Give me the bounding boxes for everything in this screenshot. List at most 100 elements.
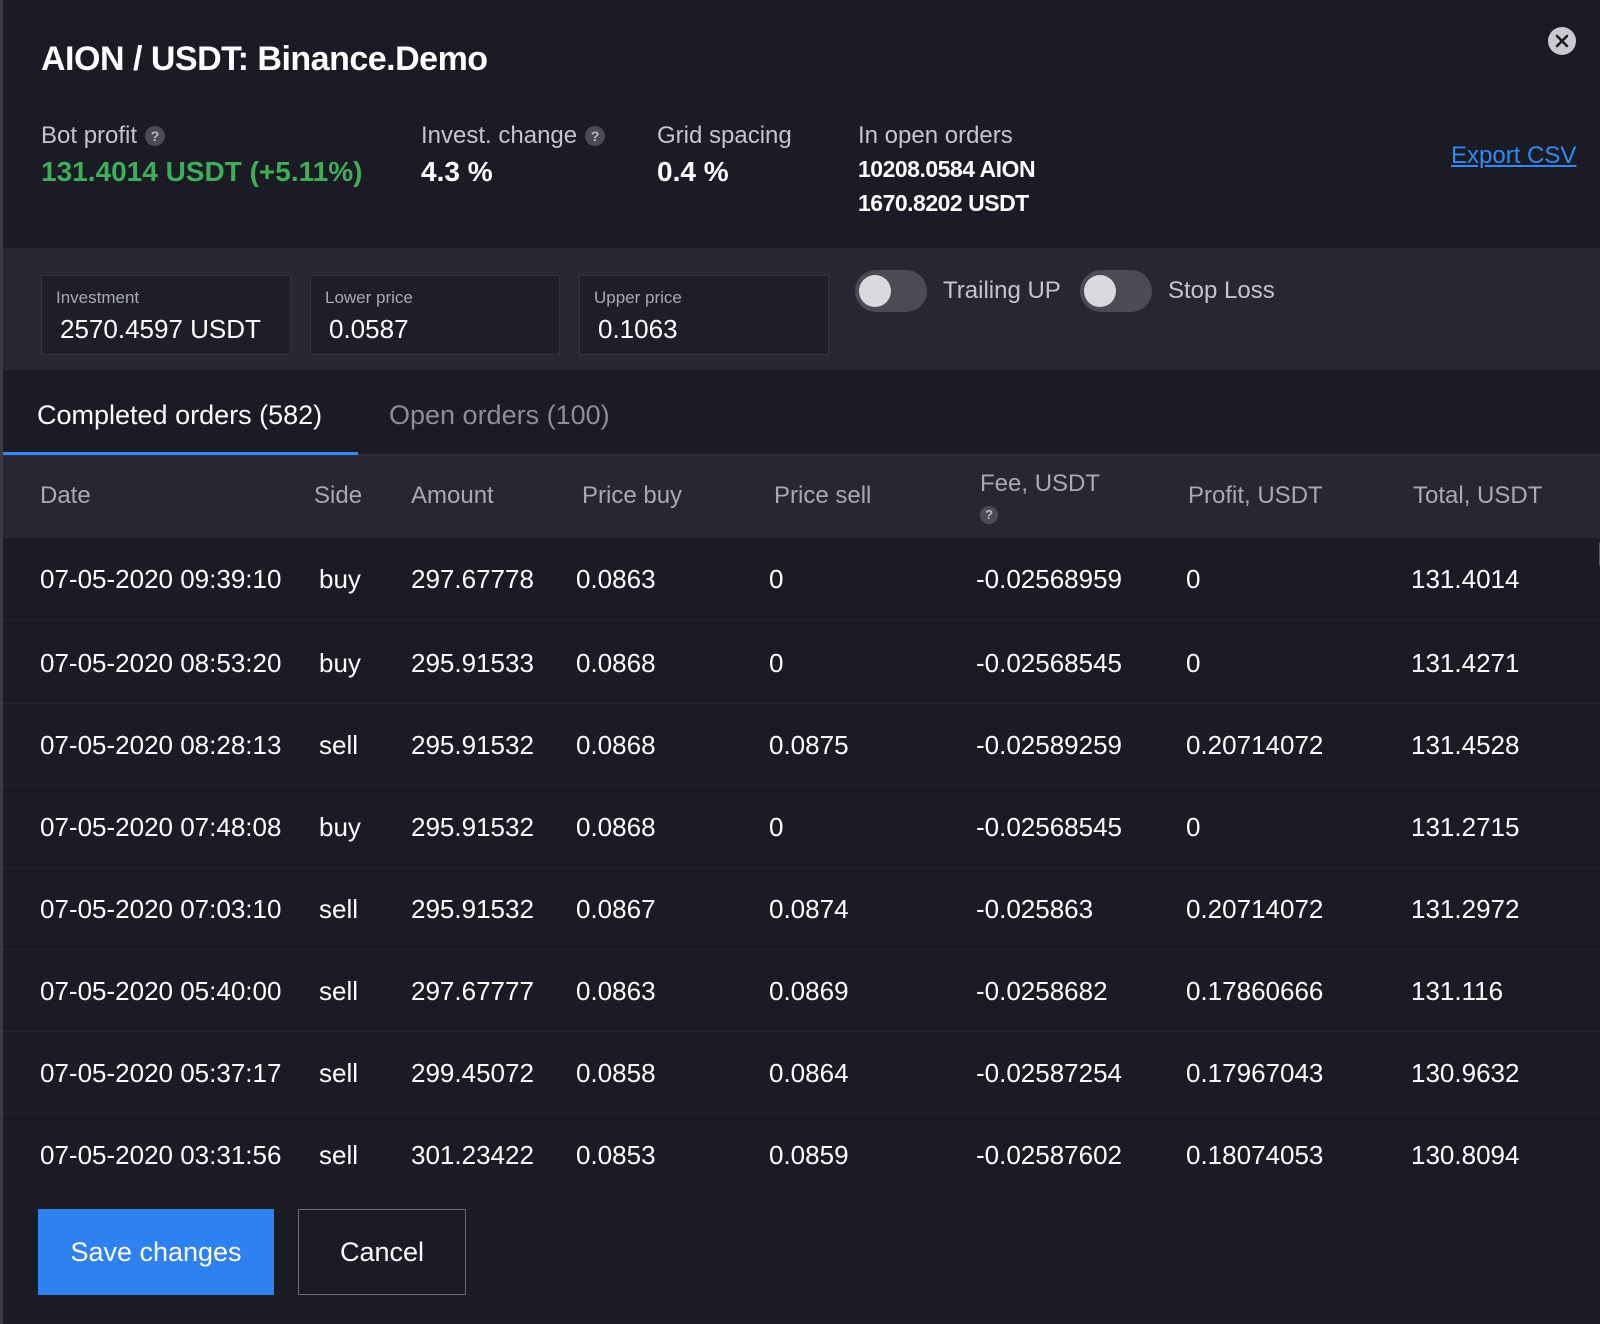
- cell-side: sell: [319, 1058, 359, 1088]
- cell-date: 07-05-2020 03:31:56: [40, 1140, 282, 1170]
- investment-label: Investment: [56, 288, 140, 307]
- cell-price-sell: 0.0864: [769, 1058, 849, 1088]
- cell-total: 131.4271: [1411, 648, 1520, 678]
- grid-spacing-value: 0.4 %: [657, 156, 729, 187]
- cell-total: 131.4014: [1411, 564, 1520, 594]
- bot-profit-value: 131.4014 USDT (+5.11%): [41, 156, 363, 187]
- stat-bot-profit: Bot profit ? 131.4014 USDT (+5.11%): [41, 122, 362, 188]
- table-row: 07-05-2020 05:37:17 sell 299.45072 0.0858 0.…: [3, 1032, 1600, 1114]
- invest-change-value: 4.3 %: [421, 156, 493, 187]
- cell-price-sell: 0.0869: [769, 976, 849, 1006]
- tab-completed-orders[interactable]: Completed orders (582): [37, 400, 323, 430]
- cell-date: 07-05-2020 09:39:10: [40, 564, 282, 594]
- orders-table-body: 07-05-2020 09:39:10 buy 297.67778 0.0863 0 -0…: [3, 538, 1600, 1188]
- lower-price-value: 0.0587: [329, 314, 409, 344]
- column-header-fee[interactable]: Fee, USDT ?: [980, 470, 1100, 526]
- column-header-amount[interactable]: Amount: [411, 482, 494, 509]
- cell-date: 07-05-2020 05:37:17: [40, 1058, 282, 1088]
- cell-total: 131.4528: [1411, 730, 1520, 760]
- cell-amount: 295.91533: [411, 648, 534, 678]
- cell-amount: 297.67778: [411, 564, 534, 594]
- cell-amount: 295.91532: [411, 812, 534, 842]
- table-row: 07-05-2020 07:03:10 sell 295.91532 0.0867 0.…: [3, 868, 1600, 950]
- close-icon: [1555, 34, 1569, 48]
- cell-price-buy: 0.0868: [576, 730, 656, 760]
- save-changes-button[interactable]: Save changes: [38, 1209, 274, 1295]
- cell-price-buy: 0.0868: [576, 812, 656, 842]
- table-row: 07-05-2020 05:40:00 sell 297.67777 0.0863 0.…: [3, 950, 1600, 1032]
- cell-amount: 299.45072: [411, 1058, 534, 1088]
- help-icon[interactable]: ?: [585, 126, 606, 146]
- cell-profit: 0.20714072: [1186, 894, 1324, 924]
- trailing-up-toggle[interactable]: [855, 270, 927, 312]
- column-header-profit[interactable]: Profit, USDT: [1188, 482, 1323, 509]
- modal-header: AION / USDT: Binance.Demo Bot profit ? 1…: [3, 0, 1600, 248]
- cell-profit: 0.20714072: [1186, 730, 1324, 760]
- help-icon[interactable]: ?: [145, 126, 166, 146]
- cell-profit: 0.18074053: [1186, 1140, 1324, 1170]
- help-icon[interactable]: ?: [980, 506, 998, 524]
- column-header-date[interactable]: Date: [40, 482, 91, 509]
- cell-amount: 301.23422: [411, 1140, 534, 1170]
- open-orders-label: In open orders: [858, 122, 1013, 149]
- cell-date: 07-05-2020 08:28:13: [40, 730, 282, 760]
- column-header-price-buy[interactable]: Price buy: [582, 482, 683, 509]
- investment-value: 2570.4597 USDT: [60, 314, 261, 344]
- cell-date: 07-05-2020 07:03:10: [40, 894, 282, 924]
- cell-side: buy: [319, 564, 361, 594]
- trailing-up-control: Trailing UP: [855, 270, 1061, 312]
- stop-loss-label: Stop Loss: [1168, 277, 1275, 304]
- stat-invest-change: Invest. change ? 4.3 %: [421, 122, 606, 188]
- upper-price-value: 0.1063: [598, 314, 678, 344]
- stop-loss-toggle[interactable]: [1080, 270, 1152, 312]
- cell-amount: 295.91532: [411, 894, 534, 924]
- cell-fee: -0.02587254: [976, 1058, 1123, 1088]
- cell-side: buy: [319, 648, 361, 678]
- cell-total: 131.2972: [1411, 894, 1520, 924]
- trailing-up-label: Trailing UP: [943, 277, 1061, 304]
- cancel-button[interactable]: Cancel: [298, 1209, 466, 1295]
- stop-loss-control: Stop Loss: [1080, 270, 1275, 312]
- lower-price-label: Lower price: [325, 288, 413, 307]
- cell-side: buy: [319, 812, 361, 842]
- cell-price-buy: 0.0858: [576, 1058, 656, 1088]
- table-row: 07-05-2020 09:39:10 buy 297.67778 0.0863 0 -0…: [3, 538, 1600, 620]
- column-header-total[interactable]: Total, USDT: [1413, 482, 1543, 509]
- cell-price-sell: 0: [769, 648, 784, 678]
- cell-price-buy: 0.0863: [576, 976, 656, 1006]
- cell-fee: -0.02568959: [976, 564, 1123, 594]
- cell-fee: -0.0258682: [976, 976, 1108, 1006]
- cell-price-sell: 0: [769, 564, 784, 594]
- upper-price-label: Upper price: [594, 288, 682, 307]
- table-row: 07-05-2020 07:48:08 buy 295.91532 0.0868 0 -0…: [3, 786, 1600, 868]
- cell-amount: 295.91532: [411, 730, 534, 760]
- cell-price-sell: 0.0875: [769, 730, 849, 760]
- tab-open-orders[interactable]: Open orders (100): [389, 400, 610, 430]
- cell-price-buy: 0.0867: [576, 894, 656, 924]
- cell-price-sell: 0.0874: [769, 894, 849, 924]
- cell-profit: 0: [1186, 812, 1201, 842]
- table-header: Date Side Amount Price buy Price sell Fe…: [3, 456, 1600, 538]
- active-tab-indicator: [3, 452, 358, 455]
- cell-profit: 0.17860666: [1186, 976, 1324, 1006]
- lower-price-field[interactable]: Lower price 0.0587: [310, 275, 560, 355]
- column-header-price-sell[interactable]: Price sell: [774, 482, 872, 509]
- cell-profit: 0.17967043: [1186, 1058, 1324, 1088]
- cell-side: sell: [319, 1140, 359, 1170]
- cell-total: 130.9632: [1411, 1058, 1520, 1088]
- toggle-knob: [859, 275, 891, 307]
- settings-panel: Investment 2570.4597 USDT Lower price 0.…: [3, 248, 1600, 370]
- cell-fee: -0.02589259: [976, 730, 1123, 760]
- column-header-side[interactable]: Side: [314, 482, 363, 509]
- stat-open-orders: In open orders 10208.0584 AION 1670.8202…: [858, 122, 1036, 220]
- table-row: 07-05-2020 08:53:20 buy 295.91533 0.0868 0 -0…: [3, 622, 1600, 704]
- cell-date: 07-05-2020 07:48:08: [40, 812, 282, 842]
- upper-price-field[interactable]: Upper price 0.1063: [579, 275, 829, 355]
- modal-footer: Save changes Cancel: [3, 1188, 1600, 1324]
- cell-fee: -0.02587602: [976, 1140, 1123, 1170]
- cell-price-buy: 0.0868: [576, 648, 656, 678]
- close-button[interactable]: [1548, 27, 1576, 55]
- investment-field[interactable]: Investment 2570.4597 USDT: [41, 275, 291, 355]
- export-csv-link[interactable]: Export CSV: [1451, 142, 1577, 169]
- bot-profit-label: Bot profit: [41, 122, 138, 149]
